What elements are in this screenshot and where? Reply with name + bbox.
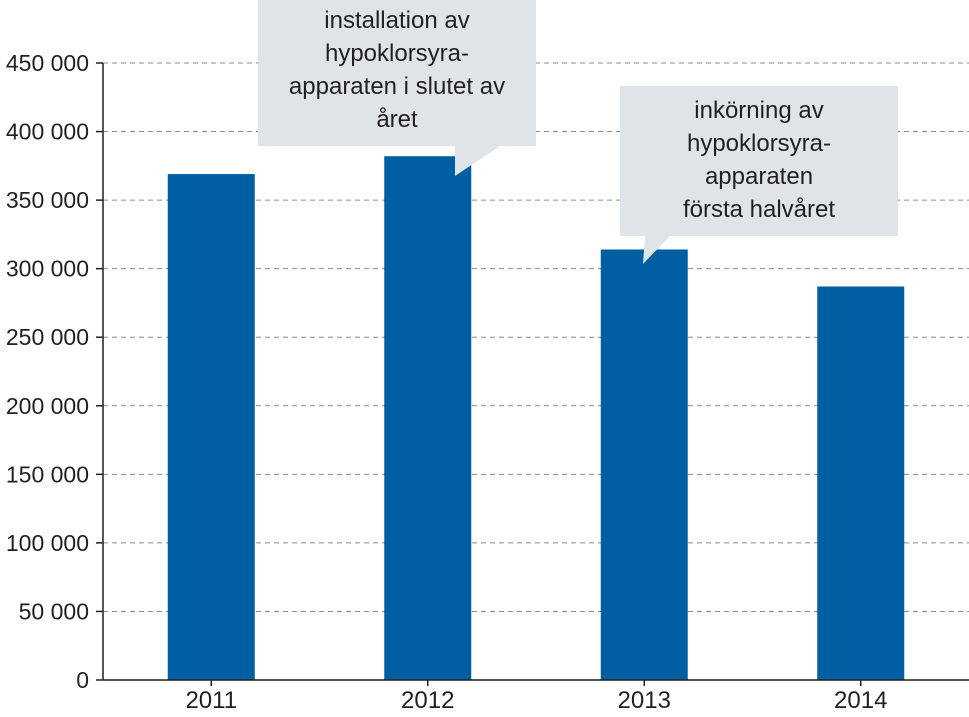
x-category-label: 2012 [401, 687, 454, 714]
y-tick-label: 450 000 [6, 50, 89, 76]
callout-text-line: hypoklorsyra- [324, 40, 470, 67]
x-axis-category-labels: 2011 2012 2013 2014 [185, 680, 887, 714]
y-tick-label: 50 000 [19, 598, 89, 624]
callout-pointer [643, 236, 670, 264]
callout-text-line: apparaten i slutet av [288, 73, 506, 100]
y-tick-label: 0 [76, 667, 89, 693]
annotation-callout-installation: installation av hypoklorsyra- apparaten … [258, 2, 536, 136]
bar [384, 156, 472, 681]
bar [167, 174, 255, 680]
y-tick-label: 200 000 [6, 393, 89, 419]
callout-pointer [455, 146, 500, 176]
callout-box [620, 86, 898, 236]
x-category-label: 2011 [185, 687, 237, 714]
y-tick-label: 100 000 [6, 530, 89, 556]
callout-text-line: första halvåret [682, 196, 836, 223]
x-category-label: 2013 [618, 687, 671, 714]
bars [167, 156, 905, 681]
callout-text-line: apparaten [704, 163, 814, 190]
bar [600, 249, 688, 680]
callout-pointers [258, 0, 898, 264]
callout-text-line: året [376, 106, 418, 133]
y-tick-label: 150 000 [6, 461, 89, 487]
bar [817, 286, 905, 680]
y-tick-label: 350 000 [6, 187, 89, 213]
y-axis-tick-labels: 0 50 000 100 000 150 000 200 000 250 000 300 0… [6, 50, 103, 693]
annotation-callout-inkorning: inkörning av hypoklorsyra- apparaten för… [620, 86, 898, 226]
callout-text-line: hypoklorsyra- [686, 130, 832, 157]
callout-text-line: inkörning av [694, 97, 824, 124]
y-tick-label: 250 000 [6, 324, 89, 350]
callout-box [258, 0, 536, 146]
y-tick-label: 400 000 [6, 119, 89, 145]
x-category-label: 2014 [834, 687, 887, 714]
y-tick-label: 300 000 [6, 256, 89, 282]
callout-text-line: installation av [324, 7, 470, 34]
